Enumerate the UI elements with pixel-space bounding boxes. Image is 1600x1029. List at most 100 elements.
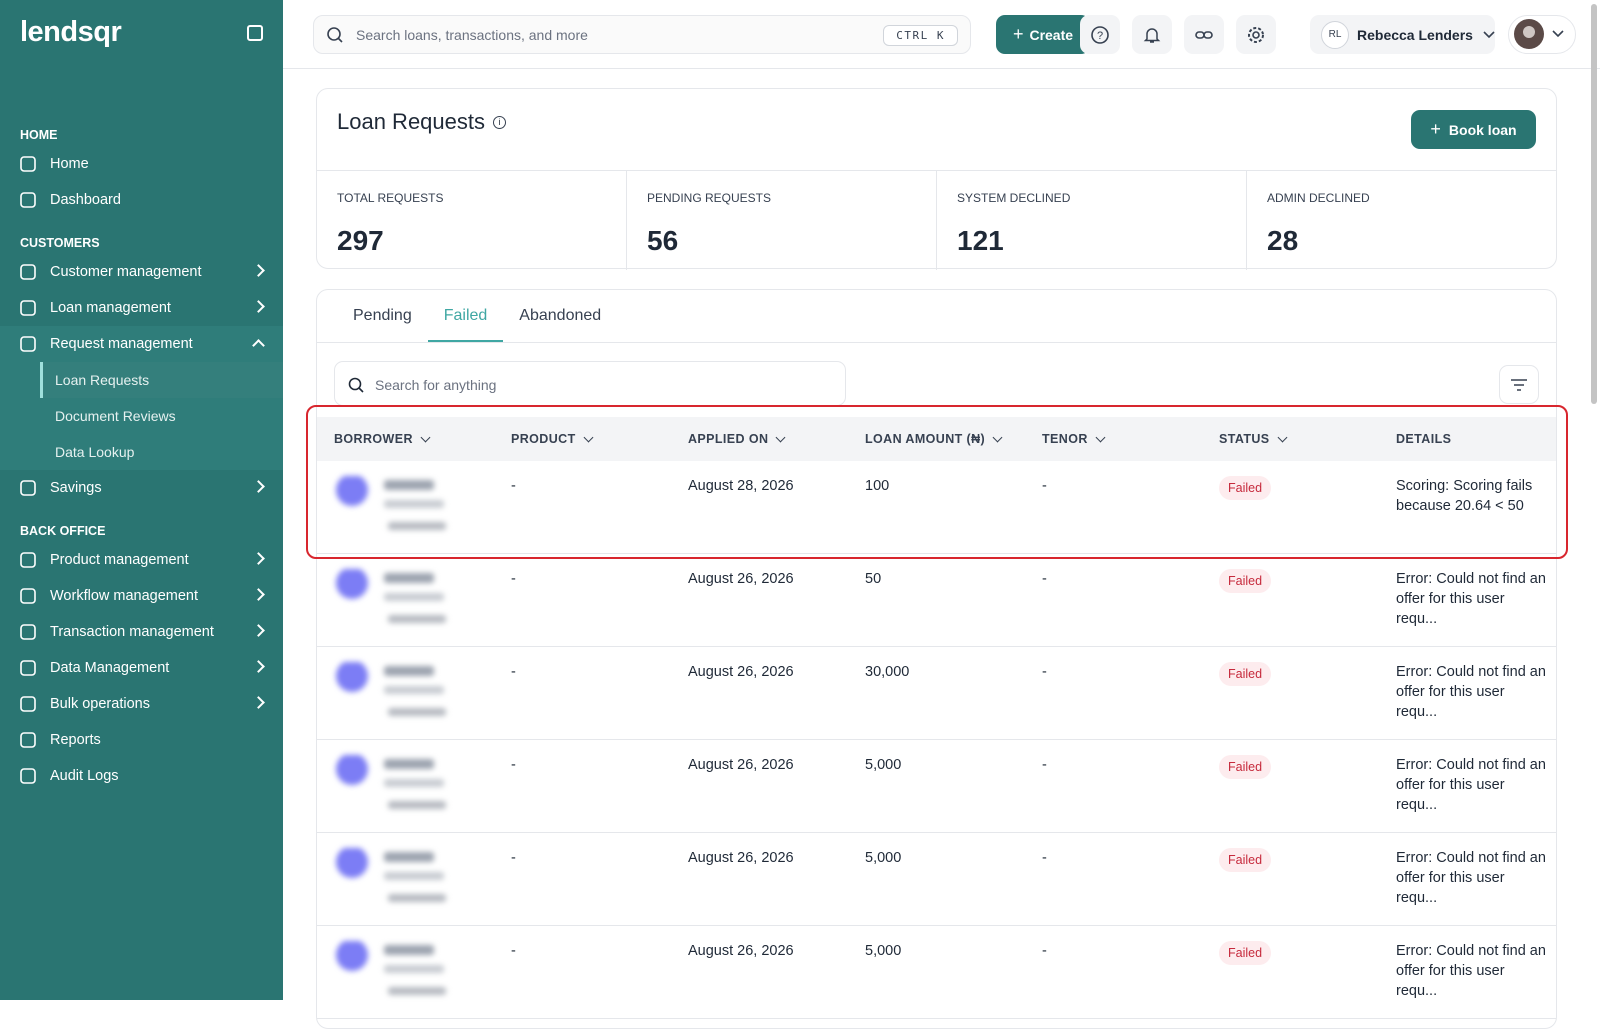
nav-label: Data Management: [50, 660, 170, 676]
tab[interactable]: Failed: [427, 290, 504, 342]
column-header[interactable]: LOAN AMOUNT (₦): [848, 432, 1025, 446]
sub-item[interactable]: Document Reviews: [55, 408, 176, 424]
chevron: [252, 339, 265, 352]
table-row[interactable]: - August 26, 2026 5,000 - Failed Error: Could…: [317, 740, 1556, 833]
nav-item[interactable]: Loan management: [0, 290, 283, 326]
nav-label: Workflow management: [50, 588, 199, 604]
borrower-cell: [317, 939, 494, 1018]
applied-on-cell: August 26, 2026: [688, 757, 794, 773]
book-loan-button[interactable]: + Book loan: [1411, 110, 1536, 149]
sidebar: lendsqr HOME Home Dashboard CUSTOMERS Custom…: [0, 0, 283, 1000]
table-row[interactable]: - August 26, 2026 5,000 - Failed Error: Could…: [317, 833, 1556, 926]
tab[interactable]: Pending: [353, 307, 412, 324]
nav-label: Product management: [50, 552, 189, 568]
borrower-cell: [317, 567, 494, 646]
borrower-cell: [317, 660, 494, 739]
topbar: Search loans, transactions, and more CTR…: [283, 0, 1600, 69]
chevron: [252, 696, 265, 709]
details-cell: Scoring: Scoring fails because 20.64 < 5…: [1396, 478, 1533, 514]
table-row[interactable]: - August 28, 2026 100 - Failed Scoring: Scori…: [317, 461, 1556, 554]
nav-item[interactable]: Audit Logs: [0, 758, 283, 794]
stat-label: SYSTEM DECLINED: [957, 191, 1071, 205]
blurred-borrower: [336, 846, 446, 902]
column-header[interactable]: STATUS: [1202, 432, 1379, 446]
link-button[interactable]: [1184, 15, 1224, 54]
nav-icon: [20, 192, 36, 208]
details-cell: Error: Could not find an offer for this …: [1396, 943, 1546, 999]
nav-item[interactable]: Transaction management: [0, 614, 283, 650]
nav-icon: [20, 264, 36, 280]
collapse-button[interactable]: [247, 25, 263, 41]
status-cell: Failed: [1202, 941, 1379, 1018]
notifications-button[interactable]: [1132, 15, 1172, 54]
sub-item[interactable]: Data Lookup: [55, 444, 135, 460]
create-button[interactable]: + Create: [996, 15, 1090, 54]
nav-icon: [20, 624, 36, 640]
amount-cell: 5,000: [865, 850, 902, 866]
table-header: BORROWER PRODUCT APPLIED ON LOAN AMOUNT (₦)…: [317, 417, 1556, 461]
column-header[interactable]: BORROWER: [317, 432, 494, 446]
nav-icon: [20, 156, 36, 172]
column-header[interactable]: PRODUCT: [494, 432, 671, 446]
table-row[interactable]: - August 26, 2026 30,000 - Failed Error: Coul…: [317, 647, 1556, 740]
nav-icon: [20, 300, 36, 316]
nav-item[interactable]: Dashboard: [0, 182, 283, 218]
nav-item[interactable]: Savings: [0, 470, 283, 506]
search-placeholder: Search for anything: [375, 377, 497, 393]
product-cell: -: [511, 478, 516, 494]
applied-on-cell: August 26, 2026: [688, 664, 794, 680]
table-search[interactable]: Search for anything: [334, 361, 846, 406]
logo[interactable]: lendsqr: [20, 16, 122, 48]
stat: PENDING REQUESTS 56: [626, 171, 936, 270]
sub-item[interactable]: Loan Requests: [40, 362, 283, 398]
column-label: APPLIED ON: [688, 432, 769, 446]
avatar-menu[interactable]: [1508, 15, 1576, 54]
chevron: [252, 480, 265, 493]
borrower-cell: [317, 474, 494, 553]
nav-item[interactable]: Home: [0, 146, 283, 182]
nav-item[interactable]: Product management: [0, 542, 283, 578]
nav-item[interactable]: Workflow management: [0, 578, 283, 614]
nav-item[interactable]: Data Management: [0, 650, 283, 686]
user-menu[interactable]: RL Rebecca Lenders: [1310, 15, 1495, 54]
column-label: DETAILS: [1396, 432, 1452, 446]
blurred-borrower: [336, 660, 446, 716]
tenor-cell: -: [1042, 943, 1047, 959]
amount-cell: 100: [865, 478, 890, 494]
settings-button[interactable]: [1236, 15, 1276, 54]
search-placeholder: Search loans, transactions, and more: [356, 27, 588, 43]
chevron: [252, 624, 265, 637]
table-row[interactable]: - August 26, 2026 5,000 - Failed Error: Could…: [317, 926, 1556, 1019]
nav-item[interactable]: Customer management: [0, 254, 283, 290]
stat-label: PENDING REQUESTS: [647, 191, 772, 205]
nav-item[interactable]: Bulk operations: [0, 686, 283, 722]
nav-label: Loan management: [50, 300, 171, 316]
tenor-cell: -: [1042, 757, 1047, 773]
product-cell: -: [511, 757, 516, 773]
help-button[interactable]: ?: [1080, 15, 1120, 54]
info-icon[interactable]: i: [493, 115, 506, 129]
table-row[interactable]: - August 26, 2026 50 - Failed Error: Could no…: [317, 554, 1556, 647]
details-cell: Error: Could not find an offer for this …: [1396, 757, 1546, 813]
nav-item[interactable]: Request management: [0, 326, 283, 362]
column-header[interactable]: APPLIED ON: [671, 432, 848, 446]
scrollbar[interactable]: [1591, 4, 1597, 404]
nav-label: Audit Logs: [50, 768, 119, 784]
filter-button[interactable]: [1499, 365, 1539, 404]
product-cell: -: [511, 850, 516, 866]
nav-icon: [20, 768, 36, 784]
nav-item[interactable]: Reports: [0, 722, 283, 758]
column-label: PRODUCT: [511, 432, 576, 446]
nav: HOME Home Dashboard CUSTOMERS Customer manag…: [0, 124, 283, 794]
shortcut: CTRL K: [883, 25, 958, 46]
stat-label: TOTAL REQUESTS: [337, 191, 444, 205]
nav-icon: [20, 336, 36, 352]
tab[interactable]: Abandoned: [519, 307, 602, 324]
chevron: [252, 588, 265, 601]
global-search[interactable]: Search loans, transactions, and more CTR…: [313, 15, 971, 54]
stat-value: 121: [957, 225, 1004, 256]
stat-value: 28: [1267, 225, 1299, 256]
highlight-box: [306, 405, 1568, 559]
column-header[interactable]: TENOR: [1025, 432, 1202, 446]
